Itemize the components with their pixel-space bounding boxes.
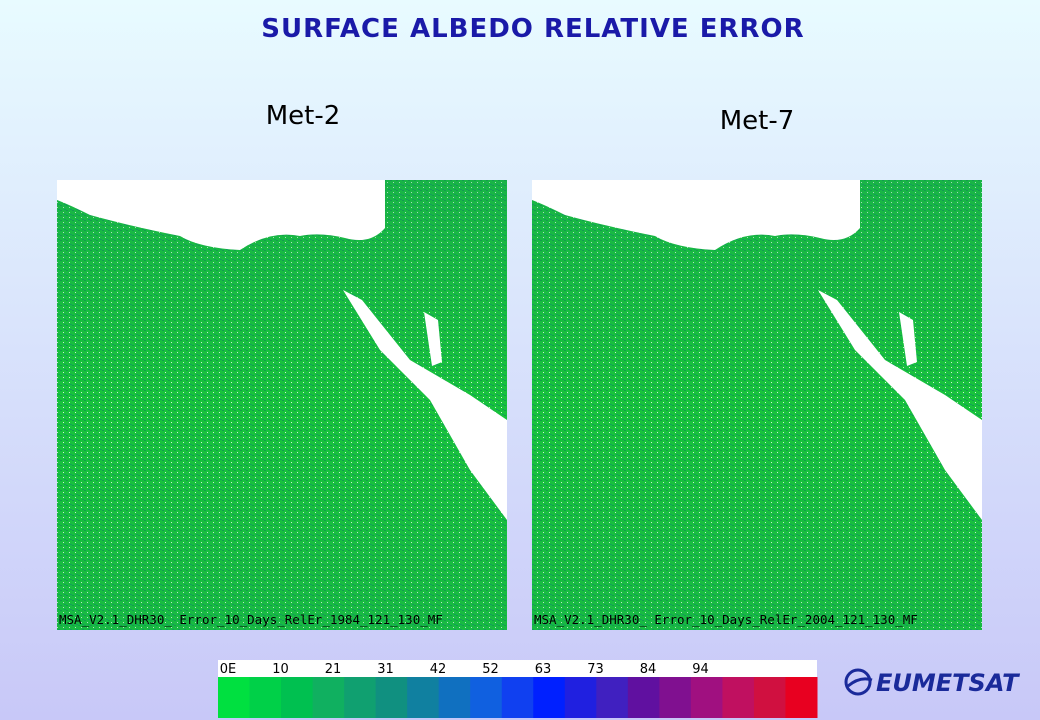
colorbar-segment bbox=[722, 677, 755, 718]
colorbar-tick-label: 21 bbox=[325, 662, 342, 677]
colorbar-tick-label: 84 bbox=[640, 662, 657, 677]
logo: EUMETSAT bbox=[844, 668, 1020, 697]
colorbar-tick-label: 94 bbox=[692, 662, 709, 677]
colorbar-segment bbox=[785, 677, 818, 718]
colorbar-tick-label: 42 bbox=[430, 662, 447, 677]
colorbar-segment bbox=[438, 677, 471, 718]
colorbar-segment bbox=[627, 677, 660, 718]
colorbar-segment bbox=[533, 677, 566, 718]
panel-label: Met-7 bbox=[720, 106, 795, 136]
map-image: MSA_V2.1_DHR30_ Error_10_Days_RelEr_2004… bbox=[532, 180, 982, 630]
colorbar-segment bbox=[344, 677, 377, 718]
colorbar-segment bbox=[218, 677, 251, 718]
map-image: MSA_V2.1_DHR30_ Error_10_Days_RelEr_1984… bbox=[57, 180, 507, 630]
colorbar-segment bbox=[690, 677, 723, 718]
colorbar-segment bbox=[407, 677, 440, 718]
colorbar-tick-label: 31 bbox=[377, 662, 394, 677]
colorbar-segment bbox=[753, 677, 786, 718]
panel-label: Met-2 bbox=[266, 101, 341, 131]
colorbar-segment bbox=[312, 677, 345, 718]
title: SURFACE ALBEDO RELATIVE ERROR bbox=[261, 14, 804, 44]
colorbar-segment bbox=[596, 677, 629, 718]
colorbar-tick-label: 63 bbox=[535, 662, 552, 677]
image-caption: MSA_V2.1_DHR30_ Error_10_Days_RelEr_1984… bbox=[59, 612, 443, 627]
colorbar-segment bbox=[375, 677, 408, 718]
colorbar-tick-label: 10 bbox=[272, 662, 289, 677]
colorbar-segment bbox=[659, 677, 692, 718]
logo-text: EUMETSAT bbox=[876, 669, 1020, 697]
colorbar-segment bbox=[281, 677, 314, 718]
colorbar-segment bbox=[501, 677, 534, 718]
colorbar: 0E 10 21 31 42 52 63 73 84 94 bbox=[218, 662, 818, 718]
colorbar-segment bbox=[249, 677, 282, 718]
colorbar-tick-label: 0E bbox=[220, 662, 237, 677]
colorbar-segment bbox=[564, 677, 597, 718]
colorbar-tick-label: 52 bbox=[482, 662, 499, 677]
image-caption: MSA_V2.1_DHR30_ Error_10_Days_RelEr_2004… bbox=[534, 612, 918, 627]
colorbar-tick-label: 73 bbox=[587, 662, 604, 677]
colorbar-label-band bbox=[218, 660, 817, 677]
colorbar-segment bbox=[470, 677, 503, 718]
